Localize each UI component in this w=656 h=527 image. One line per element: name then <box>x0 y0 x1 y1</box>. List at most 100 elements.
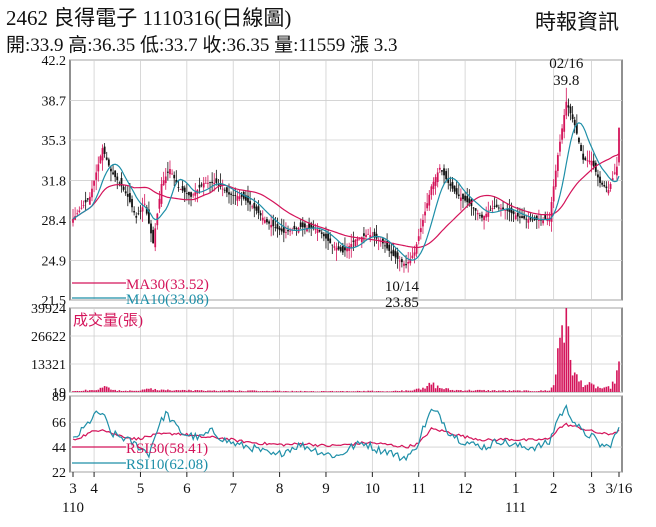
x-month-label: 9 <box>322 481 330 497</box>
volume-bar <box>352 391 355 392</box>
candle-body <box>339 247 342 251</box>
candle-body <box>527 219 530 223</box>
ma10-line <box>72 122 620 261</box>
candle-body <box>580 145 582 152</box>
candle-body <box>588 160 591 163</box>
volume-bar <box>72 391 74 392</box>
volume-bar <box>112 389 114 392</box>
volume-bar <box>415 388 418 392</box>
volume-bar <box>512 390 515 392</box>
candle-body <box>320 232 323 234</box>
candle-body <box>238 196 241 199</box>
price-tick-label: 24.9 <box>42 255 67 270</box>
volume-bar <box>268 391 270 392</box>
volume-bar <box>422 387 424 392</box>
volume-bar <box>573 372 576 392</box>
volume-bar <box>542 390 544 392</box>
volume-bar <box>582 387 584 392</box>
volume-bar <box>158 390 161 392</box>
volume-bar <box>127 391 129 392</box>
volume-bar <box>470 390 473 392</box>
volume-bar <box>401 390 403 392</box>
candle-body <box>183 187 186 193</box>
candle-body <box>188 191 190 196</box>
volume-bar <box>439 387 441 392</box>
candle-body <box>160 184 163 204</box>
volume-bar <box>333 391 336 392</box>
candle-body <box>280 228 283 232</box>
candle-body <box>565 101 568 116</box>
candle-body <box>303 223 306 228</box>
volume-bar <box>137 390 140 392</box>
volume-bar <box>592 384 595 392</box>
volume-bar <box>557 348 559 392</box>
volume-bar <box>228 390 230 392</box>
volume-bar <box>264 391 266 392</box>
volume-bar <box>331 390 334 392</box>
candle-body <box>455 188 458 195</box>
volume-bar <box>175 390 178 392</box>
candle-body <box>194 192 197 196</box>
candle-body <box>354 239 357 247</box>
volume-bar <box>611 381 614 392</box>
volume-bar <box>183 390 186 392</box>
volume-bar <box>407 390 409 392</box>
volume-bar <box>287 391 289 392</box>
candle-body <box>523 215 526 219</box>
volume-bar <box>245 391 247 392</box>
volume-bar <box>590 383 593 392</box>
candle-body <box>282 226 285 233</box>
volume-bar <box>232 390 235 392</box>
volume-bar <box>74 391 76 392</box>
volume-bar <box>578 381 580 392</box>
volume-bar <box>177 390 180 392</box>
volume-bar <box>508 390 511 392</box>
candle-body <box>466 196 469 203</box>
volume-bar <box>476 389 479 392</box>
volume-bar <box>272 390 275 392</box>
candle-body <box>166 171 169 173</box>
candle-body <box>217 184 220 186</box>
peak-date-label: 02/16 <box>549 56 584 72</box>
candle-body <box>365 234 367 238</box>
candle-body <box>152 229 155 244</box>
panel-frames <box>69 59 623 473</box>
candle-body <box>274 227 277 229</box>
candle-body <box>415 244 418 254</box>
candle-body <box>129 193 131 203</box>
volume-bar <box>346 391 348 392</box>
candle-body <box>392 249 395 256</box>
volume-bar <box>133 390 135 392</box>
candle-body <box>500 208 502 210</box>
candle-body <box>236 196 239 201</box>
candle-body <box>331 244 334 246</box>
candle-body <box>162 180 165 186</box>
candle-body <box>232 195 235 196</box>
candle-body <box>80 207 83 209</box>
volume-bar <box>531 391 534 392</box>
candle-body <box>542 219 545 224</box>
volume-bar <box>78 391 81 392</box>
candle-body <box>398 260 401 262</box>
volume-bar <box>472 390 475 392</box>
candle-body <box>613 172 616 174</box>
volume-bar <box>510 390 513 392</box>
candle-body <box>228 192 230 195</box>
rsi-tick-label: 89 <box>52 390 66 405</box>
candle-body <box>107 159 110 166</box>
x-month-label: 10 <box>365 481 380 497</box>
volume-bar <box>502 390 504 392</box>
volume-bar <box>110 389 112 392</box>
candle-body <box>253 202 256 209</box>
candle-body <box>91 188 93 198</box>
candle-body <box>209 182 211 183</box>
volume-bar <box>398 391 401 392</box>
candle-body <box>171 173 173 175</box>
candle-body <box>335 247 338 251</box>
price-tick-label: 28.4 <box>42 214 67 229</box>
volume-bar <box>447 388 450 392</box>
candle-body <box>76 213 79 215</box>
volume-bar <box>186 390 188 392</box>
candle-body <box>270 224 273 228</box>
candle-body <box>244 195 247 201</box>
